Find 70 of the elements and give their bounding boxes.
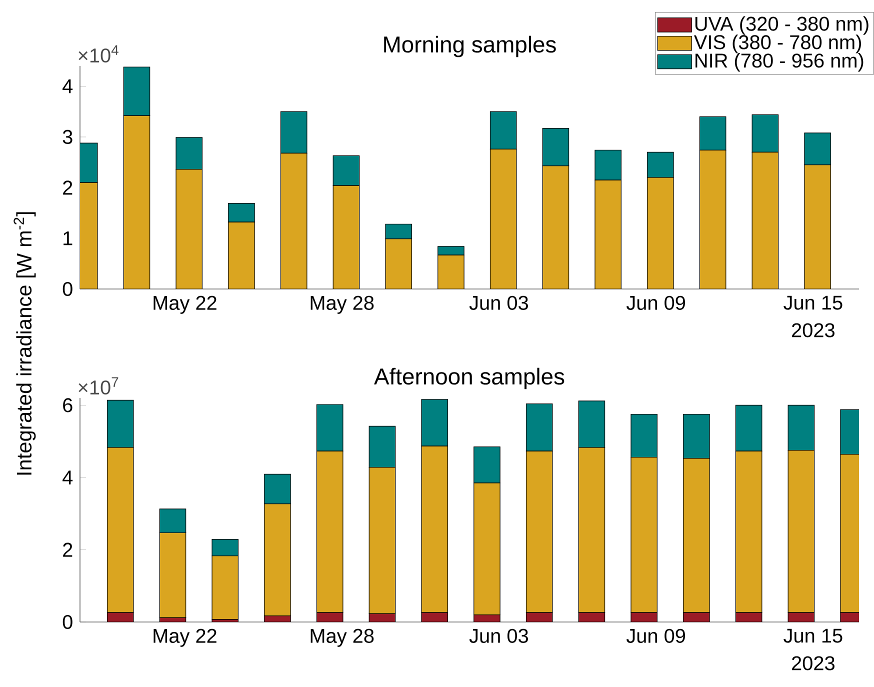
- y-tick-label: 0: [62, 282, 72, 296]
- bar: [788, 404, 815, 451]
- bar: [474, 482, 500, 616]
- bar: [594, 150, 622, 180]
- x-tick-label: Jun 09: [626, 628, 686, 643]
- x-tick-label: Jun 15: [784, 296, 842, 310]
- x-tick-label: May 28: [310, 628, 374, 647]
- x-tick-label: May 22: [154, 628, 216, 647]
- y-axis-title: Integrated irradiance [W m$^{-2}$]: [14, 212, 36, 475]
- bar: [264, 474, 291, 504]
- bar: [578, 400, 606, 448]
- bar: [316, 404, 344, 452]
- text: 2023: [792, 656, 834, 670]
- x-tick-label: May 28: [310, 296, 374, 314]
- bar: [526, 450, 553, 613]
- bar: [421, 446, 448, 613]
- bar: [735, 450, 762, 613]
- bar: [804, 132, 831, 166]
- y-tick-label: 4: [62, 79, 73, 94]
- bar: [788, 450, 815, 613]
- x-tick-label: Jun 15: [784, 628, 842, 643]
- bar: [542, 128, 570, 166]
- bar: [106, 447, 134, 613]
- text: 2023: [792, 323, 834, 338]
- bar: [212, 556, 239, 620]
- bar: [647, 152, 674, 178]
- bar: [699, 116, 726, 150]
- bar: [264, 504, 291, 616]
- text: ×10$^{4}$: [78, 45, 118, 63]
- chart-title: Afternoon samples: [374, 368, 564, 390]
- bar: [683, 458, 710, 613]
- bar: [368, 426, 396, 468]
- y-tick-label: 4: [62, 470, 73, 484]
- legend-label: VIS (380 - 780 nm): [694, 34, 861, 54]
- bar: [752, 114, 779, 152]
- legend-label: NIR (780 - 956 nm): [696, 53, 864, 72]
- bar: [159, 508, 186, 534]
- bar: [159, 532, 186, 618]
- bar: [228, 203, 255, 222]
- bar: [526, 403, 553, 452]
- bar: [176, 137, 202, 170]
- y-tick-label: 6: [63, 398, 72, 412]
- x-tick-label: Jun 09: [626, 296, 686, 310]
- bar: [280, 111, 308, 154]
- x-tick-label: Jun 03: [469, 296, 528, 310]
- y-tick-label: 3: [62, 130, 72, 144]
- bar: [212, 538, 239, 556]
- bar: [578, 447, 606, 613]
- bar: [368, 467, 396, 614]
- bar: [474, 446, 500, 484]
- bar: [683, 414, 710, 459]
- x-tick-label: May 22: [154, 296, 216, 314]
- bar: [385, 224, 412, 240]
- bar: [630, 456, 658, 613]
- bar: [421, 399, 448, 446]
- bar: [630, 414, 658, 458]
- bar: [123, 66, 150, 116]
- bar: [735, 404, 762, 452]
- y-tick-label: 2: [63, 180, 72, 195]
- y-tick-label: 2: [63, 542, 72, 557]
- text: ×10$^{7}$: [78, 377, 118, 395]
- bar: [316, 450, 344, 613]
- legend-label: UVA (320 - 380 nm): [695, 16, 868, 35]
- bar: [106, 400, 134, 448]
- bar: [332, 155, 360, 186]
- bar: [490, 111, 517, 150]
- x-tick-label: Jun 03: [469, 628, 528, 643]
- y-tick-label: 0: [62, 614, 72, 630]
- chart-title: Morning samples: [384, 36, 556, 58]
- y-tick-label: 1: [64, 231, 72, 246]
